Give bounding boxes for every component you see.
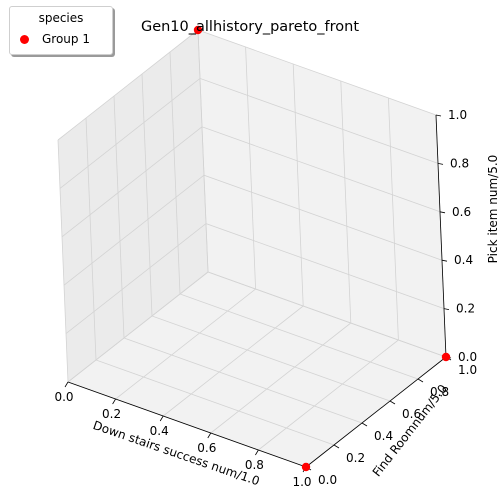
y-tick-label: 0.4 [374, 429, 393, 443]
chart-title: Gen10_allhistory_pareto_front [141, 19, 359, 35]
x-tick-label: 0.4 [150, 424, 169, 438]
y-tick [362, 423, 367, 426]
y-tick-label: 1.0 [458, 363, 477, 377]
z-tick-label: 0.2 [456, 302, 475, 316]
z-tick-label: 0.6 [452, 205, 471, 219]
y-tick-label: 0.0 [318, 473, 337, 487]
z-tick-label: 1.0 [448, 108, 467, 122]
data-point [302, 463, 310, 471]
legend-marker [20, 35, 29, 44]
axis-panes [58, 30, 446, 467]
z-tick [438, 163, 443, 164]
z-tick-label: 0.0 [458, 350, 477, 364]
x-tick-label: 0.6 [197, 441, 216, 455]
z-tick [444, 309, 449, 310]
y-tick-label: 0.2 [346, 451, 365, 465]
y-tick [390, 401, 395, 404]
z-tick-label: 0.4 [454, 253, 473, 267]
legend-title: species [10, 11, 112, 25]
x-tick [255, 450, 258, 455]
z-tick [442, 260, 447, 261]
x-tick [113, 399, 116, 404]
y-tick [334, 445, 339, 448]
x-tick-label: 0.0 [54, 390, 73, 404]
legend: species Group 1 [9, 6, 113, 55]
x-tick-label: 0.2 [102, 407, 121, 421]
x-tick [208, 433, 211, 438]
legend-label: Group 1 [42, 32, 90, 46]
z-tick-label: 0.8 [450, 156, 469, 170]
legend-entry: Group 1 [20, 32, 90, 46]
y-tick [418, 379, 423, 382]
z-tick [436, 115, 441, 116]
data-point [442, 353, 450, 361]
x-tick-label: 1.0 [292, 475, 311, 489]
z-axis-label: Pick item num/5.0 [486, 155, 500, 264]
x-tick [65, 382, 68, 387]
z-tick [440, 212, 445, 213]
x-tick [160, 416, 163, 421]
